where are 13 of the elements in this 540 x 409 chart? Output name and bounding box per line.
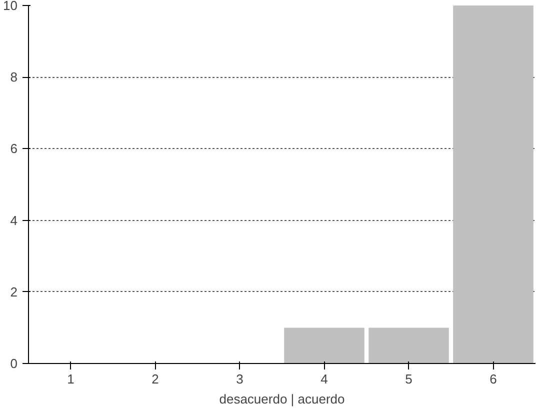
y-tick-label: 4 <box>10 212 18 228</box>
x-tick-label: 1 <box>67 372 74 386</box>
x-tick-label: 6 <box>490 372 497 386</box>
y-tick-label: 2 <box>10 284 18 300</box>
x-tick-label: 5 <box>405 372 412 386</box>
y-tick-label: 0 <box>10 356 18 371</box>
x-tick-label: 4 <box>320 372 328 386</box>
x-axis-title: desacuerdo | acuerdo <box>219 392 345 406</box>
y-tick-label: 6 <box>10 141 18 156</box>
y-tick-label: 10 <box>3 0 18 13</box>
x-tick-label: 2 <box>152 372 159 386</box>
x-tick-label: 3 <box>236 372 244 386</box>
y-tick-label: 8 <box>10 70 18 85</box>
